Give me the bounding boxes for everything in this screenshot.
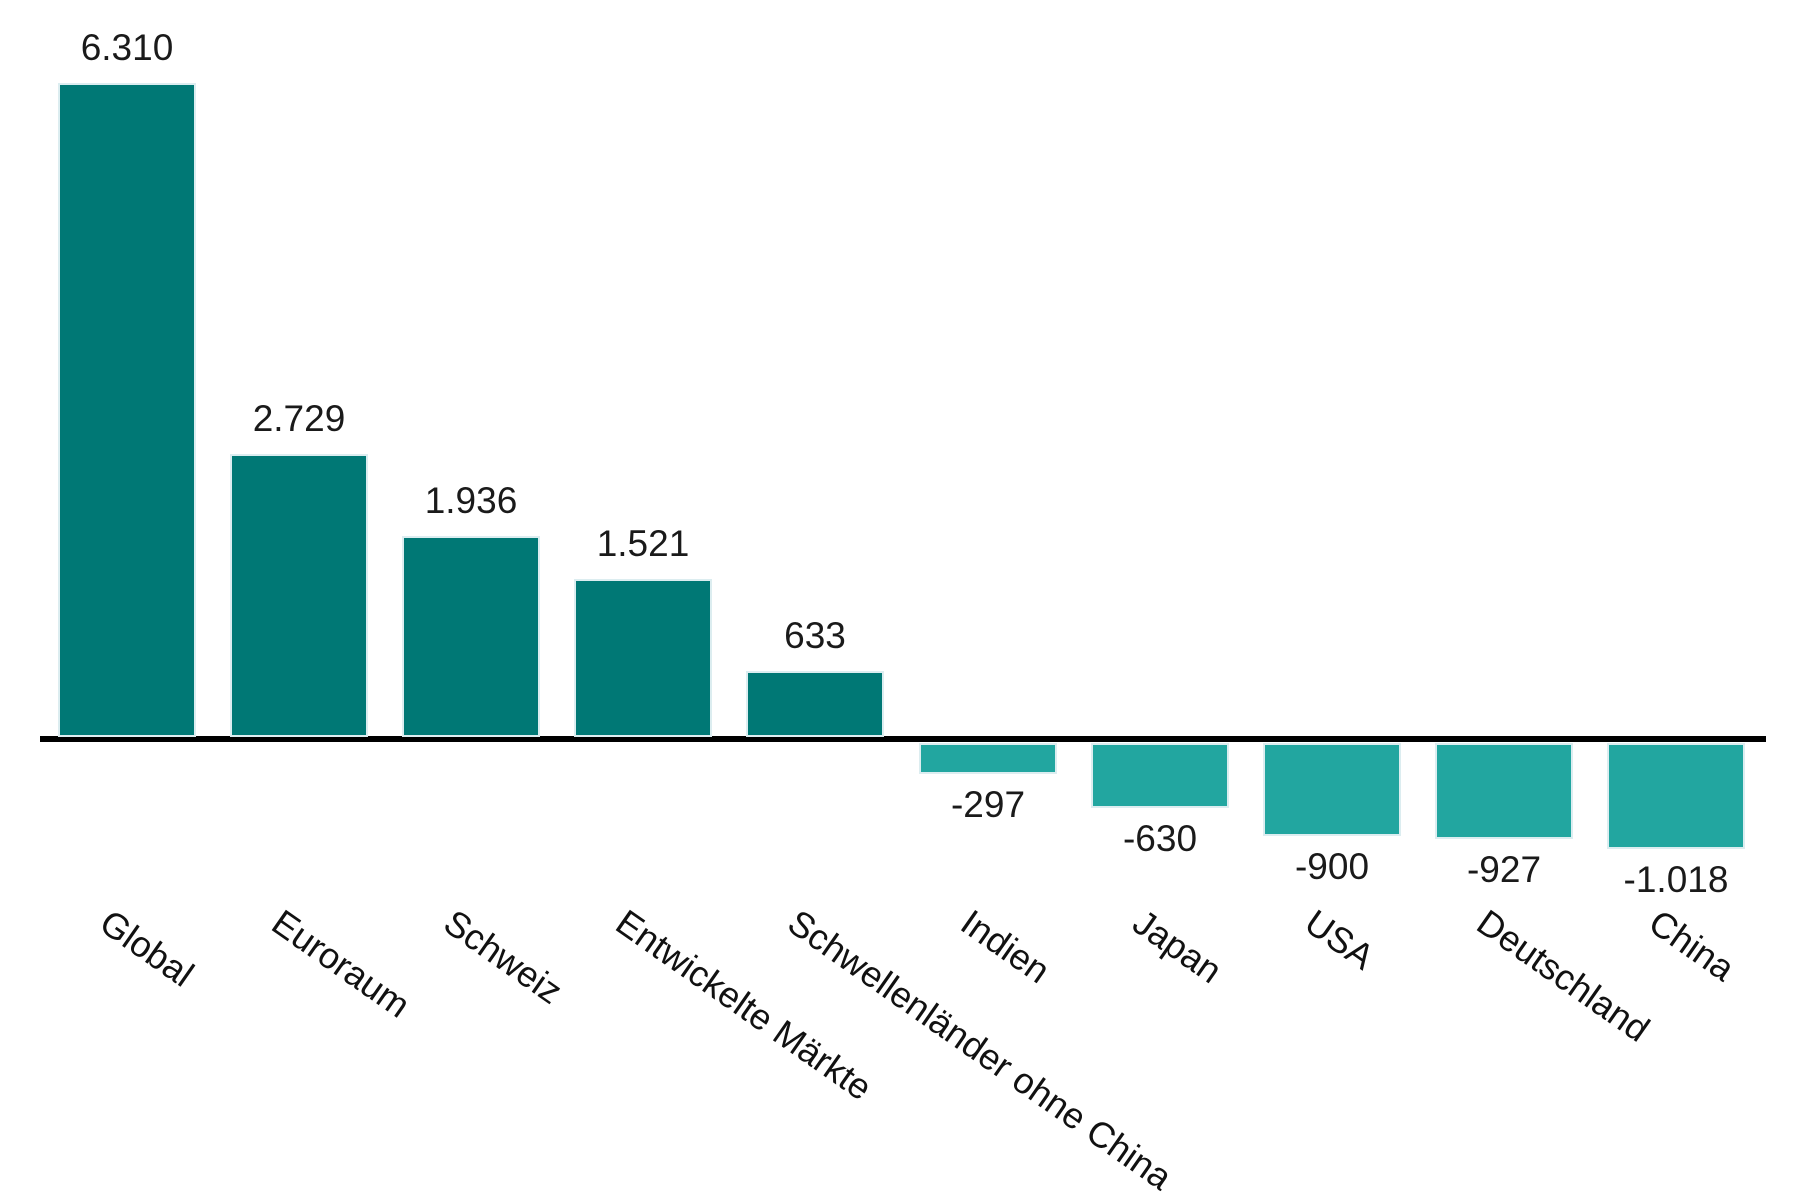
category-label-euroraum: Euroraum: [264, 901, 418, 1026]
value-label-deutschland: -927: [1466, 849, 1542, 890]
value-label-china: -1.018: [1623, 859, 1729, 900]
value-label-schwellenl-nder-ohne-china: 633: [784, 615, 846, 656]
bar-schweiz: [402, 536, 540, 737]
category-label-indien: Indien: [953, 901, 1058, 992]
category-label-usa: USA: [1297, 901, 1382, 978]
value-label-usa: -900: [1294, 846, 1370, 887]
category-label-global: Global: [92, 901, 202, 995]
category-label-schweiz: Schweiz: [436, 901, 570, 1012]
category-label-china: China: [1641, 901, 1743, 989]
bar-china: [1607, 743, 1745, 849]
value-label-japan: -630: [1122, 818, 1198, 859]
x-axis-baseline: [40, 736, 1766, 742]
bar-usa: [1263, 743, 1401, 836]
bar-indien: [919, 743, 1057, 774]
category-label-deutschland: Deutschland: [1469, 901, 1658, 1050]
value-label-indien: -297: [950, 784, 1026, 825]
bar-japan: [1091, 743, 1229, 808]
value-label-euroraum: 2.729: [252, 398, 346, 439]
category-label-japan: Japan: [1125, 901, 1230, 992]
value-label-schweiz: 1.936: [424, 480, 518, 521]
bar-entwickelte-m-rkte: [574, 579, 712, 737]
value-label-global: 6.310: [80, 27, 174, 68]
bar-global: [58, 83, 196, 737]
bar-euroraum: [230, 454, 368, 737]
bar-deutschland: [1435, 743, 1573, 839]
value-label-entwickelte-m-rkte: 1.521: [596, 523, 690, 564]
bar-schwellenl-nder-ohne-china: [746, 671, 884, 737]
